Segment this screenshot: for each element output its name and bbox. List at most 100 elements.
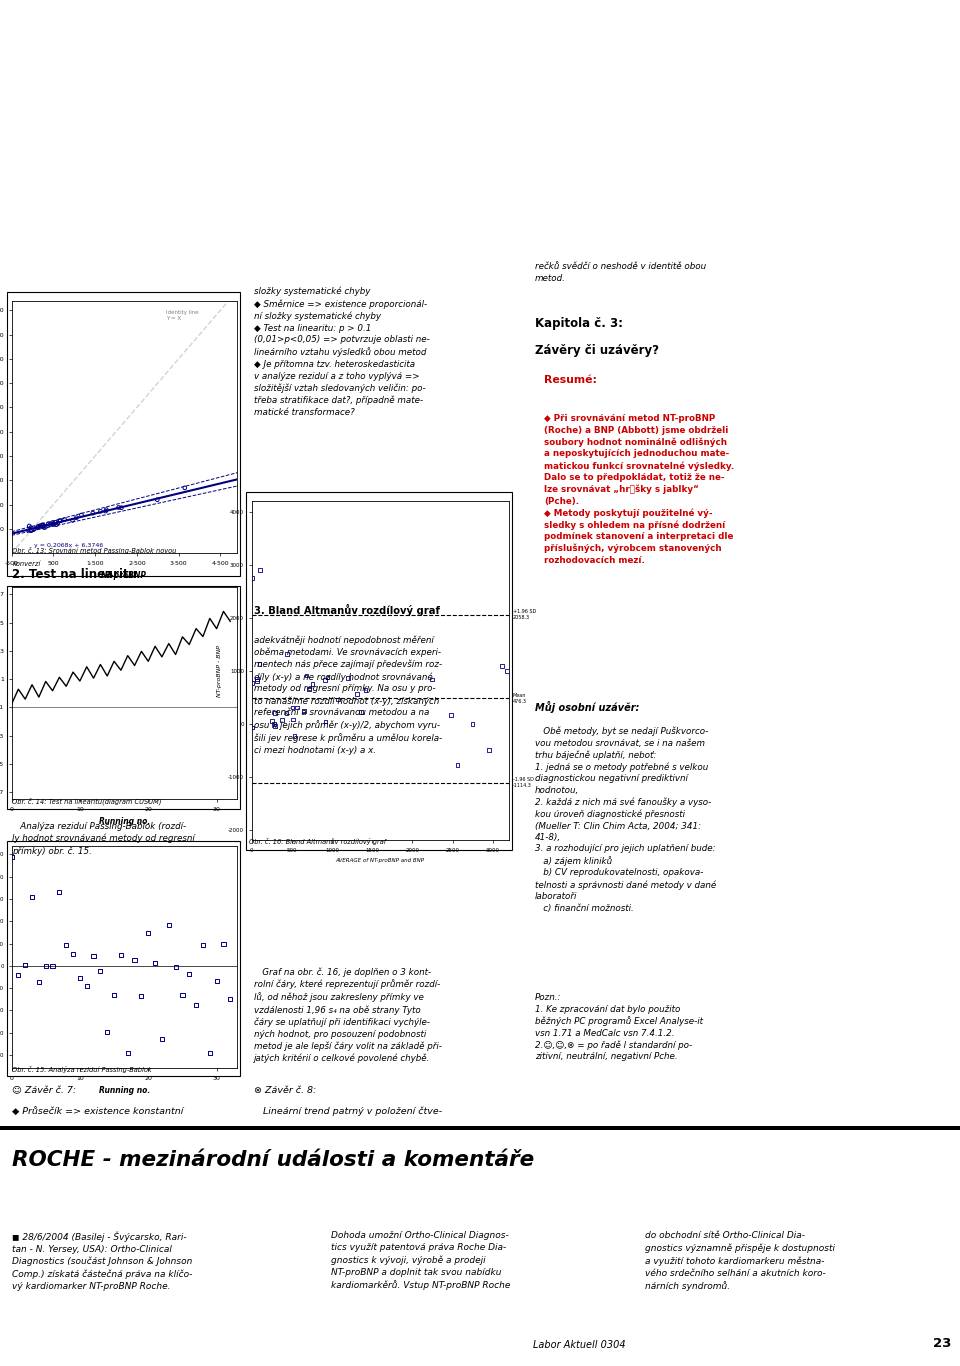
Point (245, 672, 260, 694)
Point (69, 507, 84, 529)
Point (93, 960, 108, 982)
Point (59, 934, 74, 956)
Point (36, 516, 52, 538)
Text: do obchodní sítě Ortho-Clinical Dia-
gnostics významně přispěje k dostupnosti
a : do obchodní sítě Ortho-Clinical Dia- gno… (645, 1231, 835, 1291)
Point (358, 679, 373, 701)
Text: Kapitola č. 3:: Kapitola č. 3: (535, 317, 623, 331)
Point (188, 994, 204, 1016)
Point (349, 683, 365, 705)
Point (465, 713, 480, 735)
Point (26, 519, 41, 541)
Point (31, 971, 46, 993)
Point (264, 710, 279, 732)
Text: 23: 23 (933, 1337, 951, 1350)
Point (24, 519, 39, 541)
Text: Můj osobní uzávěr:: Můj osobní uzávěr: (535, 701, 639, 713)
Text: Lineární trend patrný v položení čtve-: Lineární trend patrný v položení čtve- (254, 1106, 443, 1116)
Point (424, 668, 440, 690)
X-axis label: AVERAGE of NT-proBNP and BNP: AVERAGE of NT-proBNP and BNP (336, 858, 424, 863)
Point (168, 956, 183, 978)
Point (209, 970, 225, 992)
Point (11, 964, 26, 986)
Point (252, 559, 268, 581)
Point (161, 914, 177, 936)
Point (216, 933, 231, 955)
Point (24, 519, 39, 541)
Text: ◆ Při srovnávání metod NT-proBNP
(Roche) a BNP (Abbott) jsme obdrželi
soubory ho: ◆ Při srovnávání metod NT-proBNP (Roche)… (544, 414, 734, 566)
Point (353, 701, 369, 723)
Point (195, 934, 210, 956)
Point (278, 702, 294, 724)
Point (304, 673, 320, 695)
Point (45, 955, 60, 977)
Point (21, 515, 36, 537)
Point (57, 508, 72, 530)
Text: ROCHE - mezinárodní události a komentáře: ROCHE - mezinárodní události a komentáře (12, 1150, 535, 1171)
Point (181, 963, 197, 985)
Point (287, 725, 302, 747)
Point (44, 514, 60, 535)
Point (74, 504, 89, 526)
Point (49, 514, 64, 535)
Text: ◆ Průsečík => existence konstantní: ◆ Průsečík => existence konstantní (12, 1106, 184, 1116)
Point (140, 922, 156, 944)
Point (499, 660, 515, 682)
Point (120, 1042, 135, 1064)
Text: Obr. č. 14: Test na linearitu(diagram CUSUM): Obr. č. 14: Test na linearitu(diagram CU… (12, 798, 162, 805)
Point (113, 944, 129, 966)
Point (35, 515, 50, 537)
Point (249, 668, 264, 690)
Point (113, 497, 129, 519)
Point (48, 511, 63, 533)
X-axis label: NT-proBNP: NT-proBNP (102, 571, 147, 581)
Point (297, 699, 312, 721)
Point (482, 739, 497, 761)
Text: 3. Bland Altmanův rozdílový graf: 3. Bland Altmanův rozdílový graf (254, 604, 441, 616)
Point (65, 943, 81, 964)
Point (85, 503, 101, 525)
Point (245, 567, 260, 589)
Point (133, 985, 149, 1007)
Point (245, 717, 260, 739)
Point (36, 515, 52, 537)
Point (275, 709, 290, 731)
Point (21, 520, 36, 542)
Point (299, 665, 314, 687)
Point (127, 949, 142, 971)
Text: Resumé:: Resumé: (544, 376, 597, 385)
Point (252, 653, 267, 675)
Point (285, 709, 300, 731)
Point (250, 671, 265, 693)
X-axis label: Running no.: Running no. (99, 817, 150, 826)
Point (289, 697, 304, 719)
Text: složky systematické chyby
◆ Směrnice => existence proporcionál-
ní složky system: složky systematické chyby ◆ Směrnice => … (254, 287, 430, 417)
Point (318, 669, 333, 691)
Text: konverzí: konverzí (12, 560, 40, 567)
Point (52, 510, 67, 531)
Text: Obr. č. 16: Bland Altmanův rozdílový graf: Obr. č. 16: Bland Altmanův rozdílový gra… (249, 839, 386, 846)
Text: Pozn.:
1. Ke zpracování dat bylo použito
běžných PC programů Excel Analyse-it
vs: Pozn.: 1. Ke zpracování dat bylo použito… (535, 993, 703, 1061)
Point (46, 514, 61, 535)
Point (17, 955, 33, 977)
Point (31, 516, 46, 538)
Point (33, 516, 48, 538)
Text: Závěry či uzávěry?: Závěry či uzávěry? (535, 344, 659, 358)
Point (38, 515, 54, 537)
Text: Obr. č. 13: Srovnání metod Passing-Bablok novou: Obr. č. 13: Srovnání metod Passing-Bablo… (12, 548, 177, 555)
Text: y = 0,2068x + 6,3746: y = 0,2068x + 6,3746 (35, 544, 104, 548)
Point (99, 499, 114, 520)
Point (444, 705, 459, 727)
Point (301, 679, 317, 701)
Point (107, 984, 122, 1005)
Text: ◼ 28/6/2004 (Basilej - Švýcarsko, Rari-
tan - N. Yersey, USA): Ortho-Clinical
Di: ◼ 28/6/2004 (Basilej - Švýcarsko, Rari- … (12, 1231, 193, 1291)
Point (38, 955, 54, 977)
Point (318, 710, 333, 732)
Point (150, 489, 165, 511)
Point (53, 510, 68, 531)
Point (111, 497, 127, 519)
Point (79, 975, 94, 997)
Point (42, 514, 58, 535)
Point (52, 881, 67, 903)
Point (23, 516, 38, 538)
Point (35, 514, 50, 535)
